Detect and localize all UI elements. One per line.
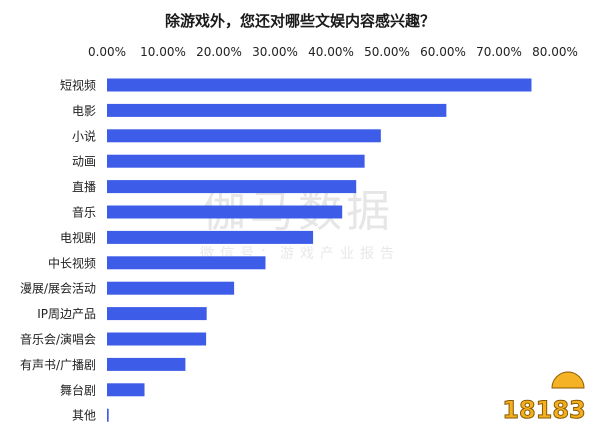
category-label: 中长视频 [48,255,96,270]
x-tick-label: 70.00% [476,45,522,59]
category-label: 音乐 [72,205,96,220]
bar [107,154,365,168]
x-tick-label: 0.00% [88,45,126,59]
category-label: 音乐会/演唱会 [20,332,96,347]
bar [107,103,447,117]
x-tick-label: 20.00% [196,45,242,59]
x-tick-label: 40.00% [308,45,354,59]
category-label: 动画 [72,155,96,169]
bar [107,78,532,92]
category-label: 电视剧 [60,230,96,245]
bar [107,281,235,295]
bar [107,256,266,270]
watermark: 伽马数据 微信号：游戏产业报告 [200,186,394,262]
category-label: 电影 [72,104,96,118]
bar [107,383,145,397]
bar [107,180,357,194]
category-label: 其他 [72,409,96,423]
bar [107,205,343,219]
bar [107,408,109,422]
logo-text: 18183 [502,396,586,424]
category-label: 直播 [72,180,96,194]
category-label: 小说 [72,128,96,143]
bar [107,129,381,143]
x-tick-label: 80.00% [532,45,578,59]
x-tick-label: 60.00% [420,45,466,59]
bar [107,230,314,244]
category-label: 漫展/展会活动 [20,282,96,296]
bar [107,307,207,321]
category-label: 舞台剧 [60,382,96,397]
x-tick-label: 30.00% [252,45,298,59]
logo-sun-icon [551,371,585,389]
bar [107,357,186,371]
category-label: 短视频 [60,78,96,93]
site-logo: 18183 [502,371,586,425]
category-label: 有声书/广播剧 [20,358,96,372]
bar [107,332,207,346]
chart-title: 除游戏外，您还对哪些文娱内容感兴趣？ [165,12,435,30]
x-tick-label: 10.00% [140,45,186,59]
x-axis-ticks: 0.00% 10.00% 20.00% 30.00% 40.00% 50.00% 60.00… [88,45,578,59]
x-tick-label: 50.00% [364,45,410,59]
category-label: IP周边产品 [37,307,96,321]
bars [107,78,532,422]
